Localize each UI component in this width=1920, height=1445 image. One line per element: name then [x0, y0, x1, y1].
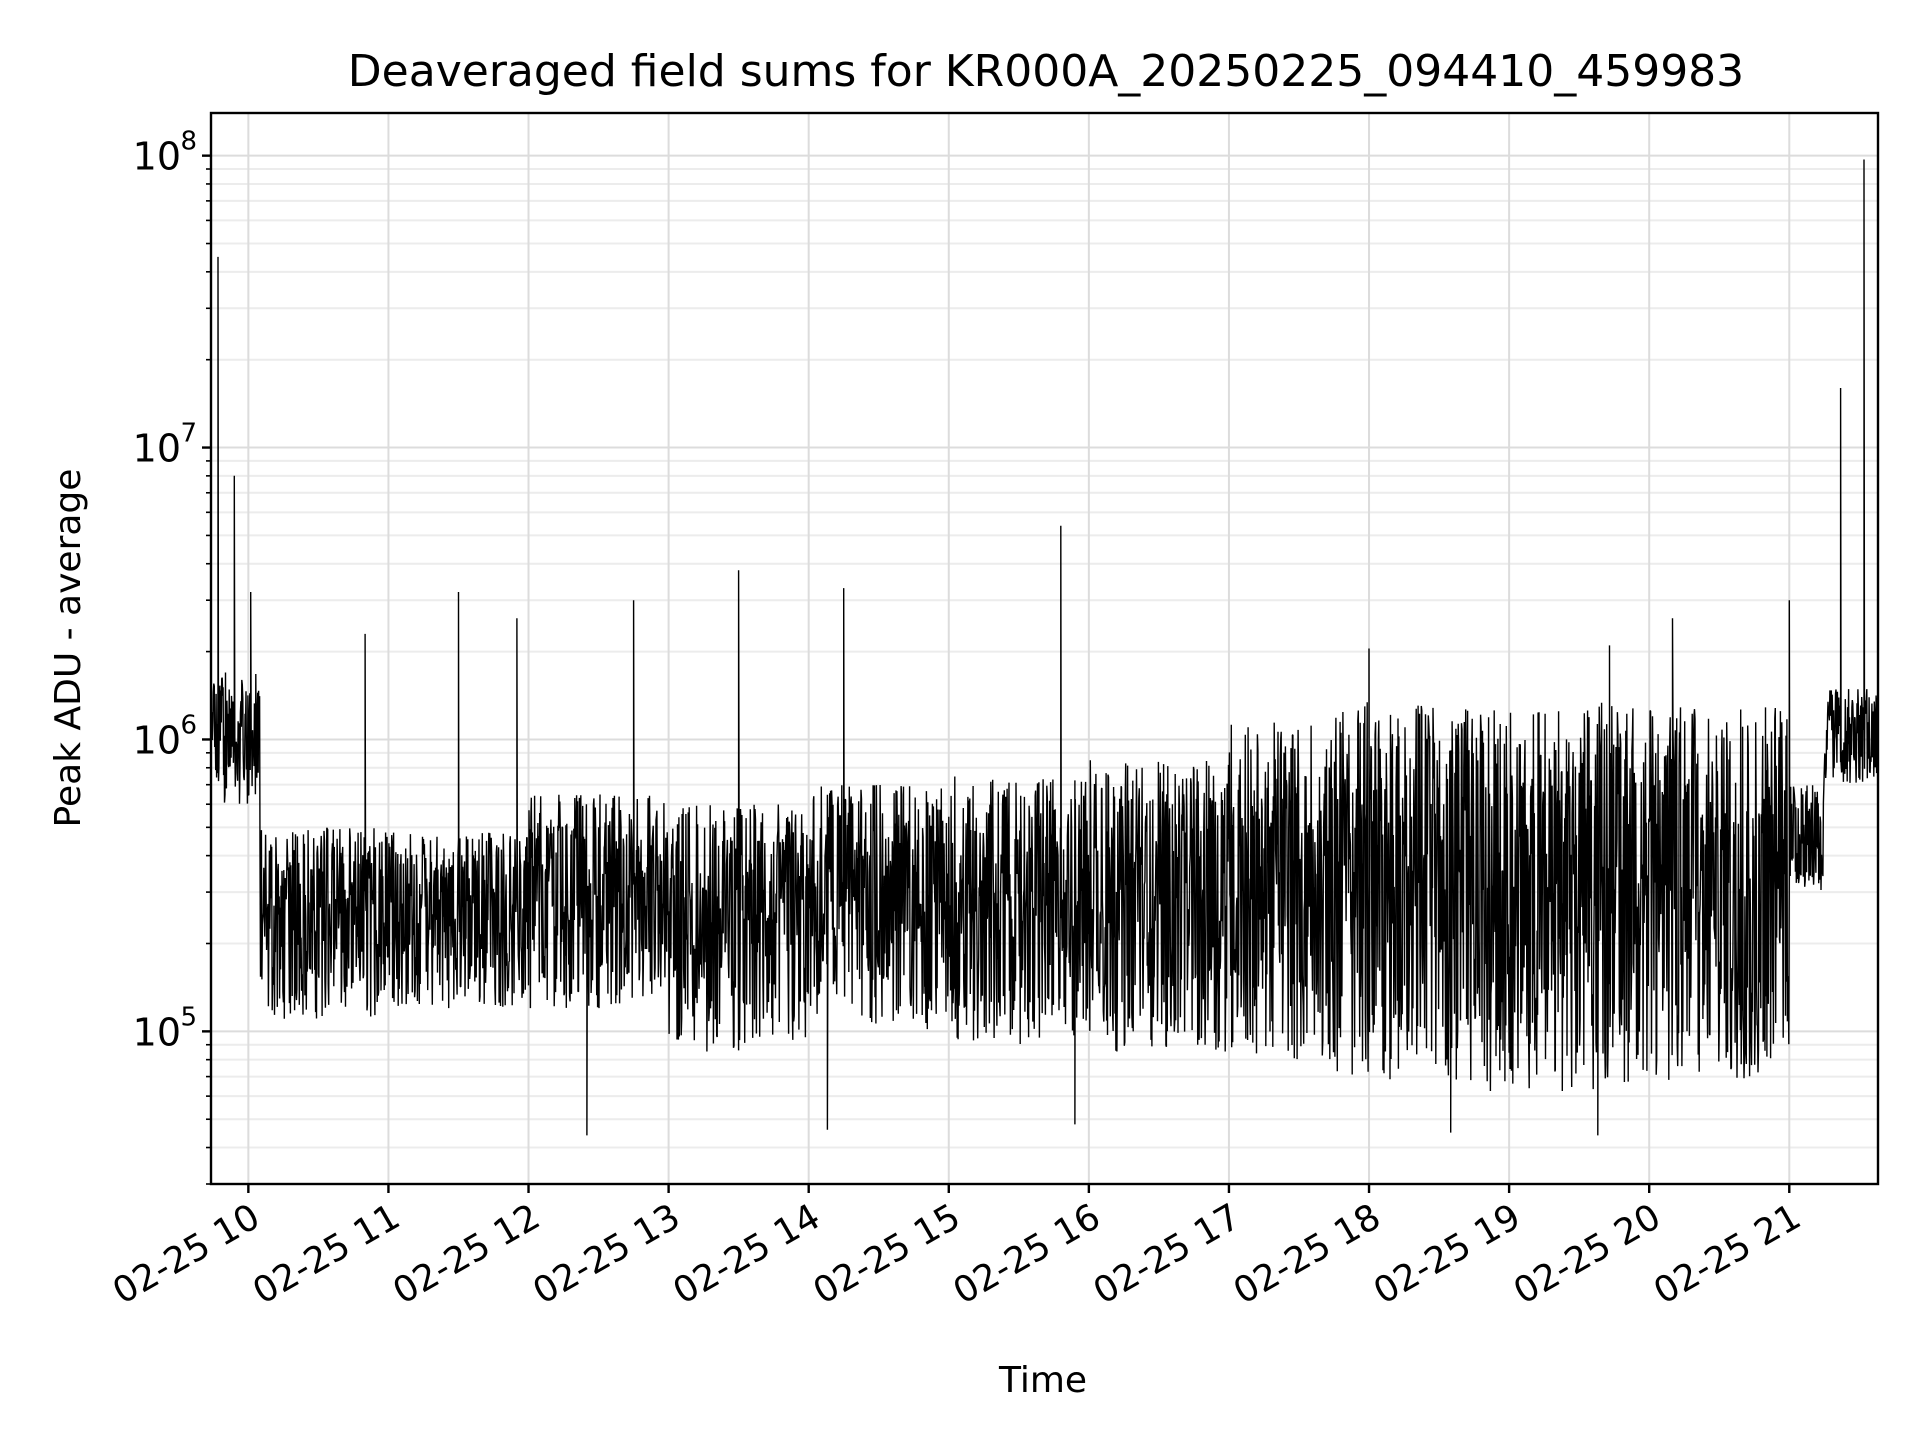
series-line — [210, 159, 1879, 1136]
x-axis-label: Time — [998, 1360, 1087, 1401]
x-tick-label: 02-25 12 — [386, 1196, 547, 1312]
y-tick-label: 10 — [133, 718, 181, 762]
series-layer — [210, 159, 1879, 1136]
x-tick-label: 02-25 13 — [526, 1196, 687, 1312]
y-tick-exponent: 7 — [180, 419, 197, 449]
plot-area-frame — [209, 111, 1880, 1186]
y-tick-exponent: 8 — [180, 127, 197, 157]
x-tick-label: 02-25 20 — [1507, 1196, 1668, 1312]
y-tick-label: 10 — [133, 427, 181, 471]
x-tick-label: 02-25 14 — [667, 1196, 828, 1312]
y-tick-exponent: 5 — [180, 1002, 197, 1032]
chart-title: Deaveraged field sums for KR000A_2025022… — [348, 46, 1744, 97]
x-tick-label: 02-25 15 — [807, 1196, 968, 1312]
x-tick-label: 02-25 11 — [246, 1196, 407, 1312]
y-tick-exponent: 6 — [180, 710, 197, 740]
x-tick-label: 02-25 19 — [1367, 1196, 1528, 1312]
x-tick-label: 02-25 10 — [106, 1196, 267, 1312]
y-tick-label: 10 — [133, 135, 181, 179]
x-tick-label: 02-25 21 — [1647, 1196, 1808, 1312]
y-axis-label: Peak ADU - average — [48, 469, 89, 828]
x-tick-label: 02-25 17 — [1087, 1196, 1248, 1312]
x-tick-label: 02-25 18 — [1227, 1196, 1388, 1312]
x-tick-label: 02-25 16 — [947, 1196, 1108, 1312]
y-tick-label: 10 — [133, 1010, 181, 1054]
